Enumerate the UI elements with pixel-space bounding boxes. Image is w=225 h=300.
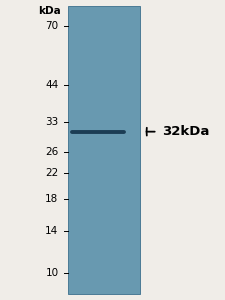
- Text: kDa: kDa: [38, 6, 61, 16]
- Text: 32kDa: 32kDa: [162, 125, 209, 138]
- Bar: [68, 6, 140, 294]
- Text: 70: 70: [45, 21, 58, 31]
- Text: 14: 14: [45, 226, 58, 236]
- Text: 22: 22: [45, 168, 58, 178]
- Text: 18: 18: [45, 194, 58, 204]
- Text: 26: 26: [45, 147, 58, 157]
- Text: 10: 10: [45, 268, 58, 278]
- Text: 44: 44: [45, 80, 58, 90]
- Text: 33: 33: [45, 117, 58, 127]
